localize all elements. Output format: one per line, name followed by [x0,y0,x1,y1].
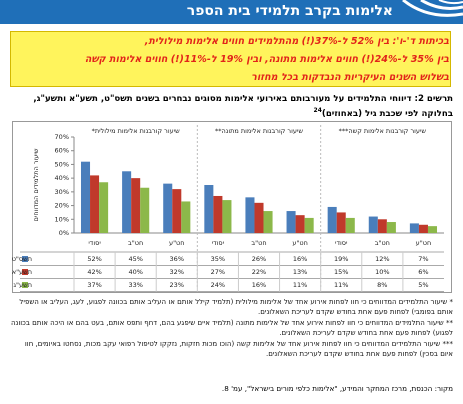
chart: 0% 10% 20% 30% 40% 50% 60% 70% שיעור התלמידים המ… [12,121,452,293]
legend-swatch [22,269,28,275]
bar [163,183,173,233]
table-value: 16% [293,255,307,263]
chart-frame [12,121,452,293]
table-value: 6% [418,268,428,276]
x-tick-label: חט"ע [292,239,308,247]
callout-line: בין 35% ל-24%(!) חווים אלימות מתונה, ובי… [84,54,449,65]
callout: בכיתות ד'-ו': בין 52% ל-37%(!) מהתלמידים… [10,31,451,87]
table-value: 37% [87,281,101,289]
legend-label: תשע"א [12,268,32,276]
bar [386,222,396,233]
page-title: אלימות בקרב תלמידי בית הספר [186,3,393,19]
note: ** שיעור התלמידים המדווחים כי חוו לפחות … [10,319,453,337]
table-value: 16% [252,281,266,289]
bar [427,226,438,233]
y-tick-label: 10% [55,215,69,223]
table-value: 5% [418,281,428,289]
y-tick-label: 30% [55,188,69,196]
bar [409,223,419,233]
table-value: 10% [375,268,389,276]
table-value: 52% [87,255,101,263]
callout-line: בשלוש השנים העיקריות הנבדקות בכל מחזור [251,72,449,83]
y-tick-label: 0% [59,229,69,237]
caption-text: תרשים 2: דיווחי התלמידים על מעורבותם באי… [33,94,453,119]
y-tick-label: 40% [55,174,69,182]
y-tick-label: 50% [55,160,69,168]
table-value: 40% [128,268,142,276]
table-value: 24% [211,281,225,289]
bar [304,217,314,233]
bar [213,195,223,233]
x-tick-label: חט"ע [169,239,185,247]
figure-caption: תרשים 2: דיווחי התלמידים על מעורבותם באי… [10,93,453,120]
bar [295,215,305,233]
legend-swatch [22,256,28,262]
bar [140,187,150,233]
x-tick-label: חט"ב [375,239,390,247]
table-value: 36% [170,255,184,263]
bar [254,202,264,233]
table-value: 26% [252,255,266,263]
note: *** שיעור התלמידים המדווחים כי חוו לפחות… [24,340,453,358]
bar [327,206,337,233]
callout-line: בכיתות ד'-ו': בין 52% ל-37%(!) מהתלמידים… [144,36,449,47]
table-value: 22% [252,268,266,276]
bar [336,212,346,233]
bar [90,175,100,233]
table-value: 8% [377,281,387,289]
legend-swatch [22,282,28,288]
bar [263,211,273,233]
footnote-ref: 24 [313,107,322,114]
bar [80,161,91,233]
bar [122,171,132,233]
x-tick-label: יסודי [212,239,225,247]
group-label: שיעור קורבנות אלימות קשה*** [339,127,427,135]
y-tick-label: 70% [55,133,69,141]
group-label: שיעור קורבנות אלימות מילולית* [92,127,181,135]
x-tick-label: יסודי [88,239,101,247]
y-tick-label: 20% [55,202,69,210]
table-value: 42% [87,268,101,276]
x-tick-label: חט"ב [251,239,266,247]
legend-label: תשס"ט [12,255,32,263]
table-value: 15% [334,268,348,276]
group-label: שיעור קורבנות אלימות מתונה** [215,127,303,135]
table-value: 11% [334,281,348,289]
table-value: 19% [334,255,348,263]
x-tick-label: חט"ב [128,239,143,247]
bar [368,216,378,233]
table-value: 45% [128,255,142,263]
table-value: 23% [170,281,184,289]
bar [345,217,355,233]
y-tick-label: 60% [55,147,69,155]
bar [245,197,255,233]
bar [131,178,141,233]
y-axis-label: שיעור התלמידים המדווחים [32,148,40,221]
table-value: 11% [293,281,307,289]
legend-label: תשע"ג [13,281,32,289]
source: מקור: הכנסת, מרכז המחקר והמידע, "אלימות … [221,384,453,393]
banner-waves [402,0,463,17]
bar [377,219,387,233]
note: * שיעור התלמידים המדווחים כי חוו לפחות א… [19,298,453,316]
bar [204,185,214,233]
bar [418,224,428,233]
bar [181,201,191,233]
table-value: 35% [211,255,225,263]
table-value: 12% [375,255,389,263]
table-value: 32% [170,268,184,276]
x-tick-label: חט"ע [416,239,432,247]
bar [222,200,232,233]
table-value: 27% [211,268,225,276]
table-value: 7% [418,255,428,263]
x-tick-label: יסודי [335,239,348,247]
bar [172,189,182,233]
bar [99,182,109,233]
banner: אלימות בקרב תלמידי בית הספר [0,0,463,24]
notes: * שיעור התלמידים המדווחים כי חוו לפחות א… [10,297,453,360]
bar [286,211,296,233]
table-value: 33% [128,281,142,289]
table-value: 13% [293,268,307,276]
